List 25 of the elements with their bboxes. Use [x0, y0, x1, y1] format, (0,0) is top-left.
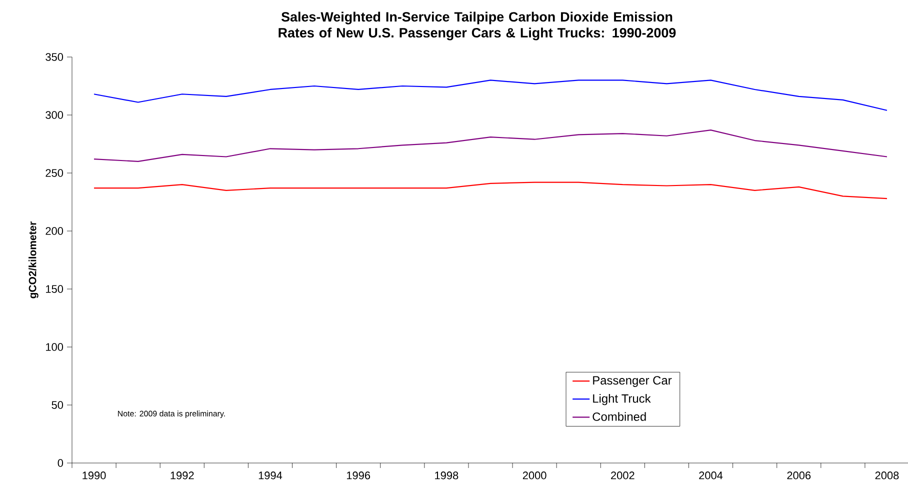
y-tick-label: 250	[46, 169, 64, 177]
x-tick-label: 2006	[787, 472, 811, 480]
y-tick-label: 300	[46, 111, 64, 119]
x-tick-label: 1990	[82, 472, 106, 480]
x-tick-label: 1996	[346, 472, 370, 480]
x-tick-label: 2004	[699, 472, 723, 480]
legend-label: Passenger Car	[593, 376, 672, 387]
line-series	[93, 130, 888, 162]
x-tick-label: 1998	[435, 472, 458, 480]
y-tick-label: 100	[46, 343, 64, 351]
x-tick-label: 2000	[522, 472, 546, 480]
y-tick-label: 150	[46, 285, 64, 293]
y-tick-label: 0	[58, 459, 64, 467]
x-tick-label: 2002	[611, 472, 634, 480]
x-tick-label: 1994	[258, 472, 282, 480]
x-tick-label: 2008	[875, 472, 899, 480]
y-tick-label: 200	[46, 227, 64, 235]
legend-label: Combined	[592, 412, 646, 421]
chart-title: Sales-Weighted In-Service Tailpipe Carbon Dioxide Emission Rates of New U.S. Passenger Cars & Light Trucks: 1990-2009	[278, 12, 676, 40]
y-tick-label: 350	[46, 53, 64, 61]
y-tick-label: 50	[52, 401, 64, 409]
x-tick-label: 1992	[170, 472, 194, 480]
y-axis-title: gCO2/kilometer	[28, 222, 38, 298]
line-series	[93, 80, 888, 111]
legend-label: Light Truck	[593, 394, 651, 406]
